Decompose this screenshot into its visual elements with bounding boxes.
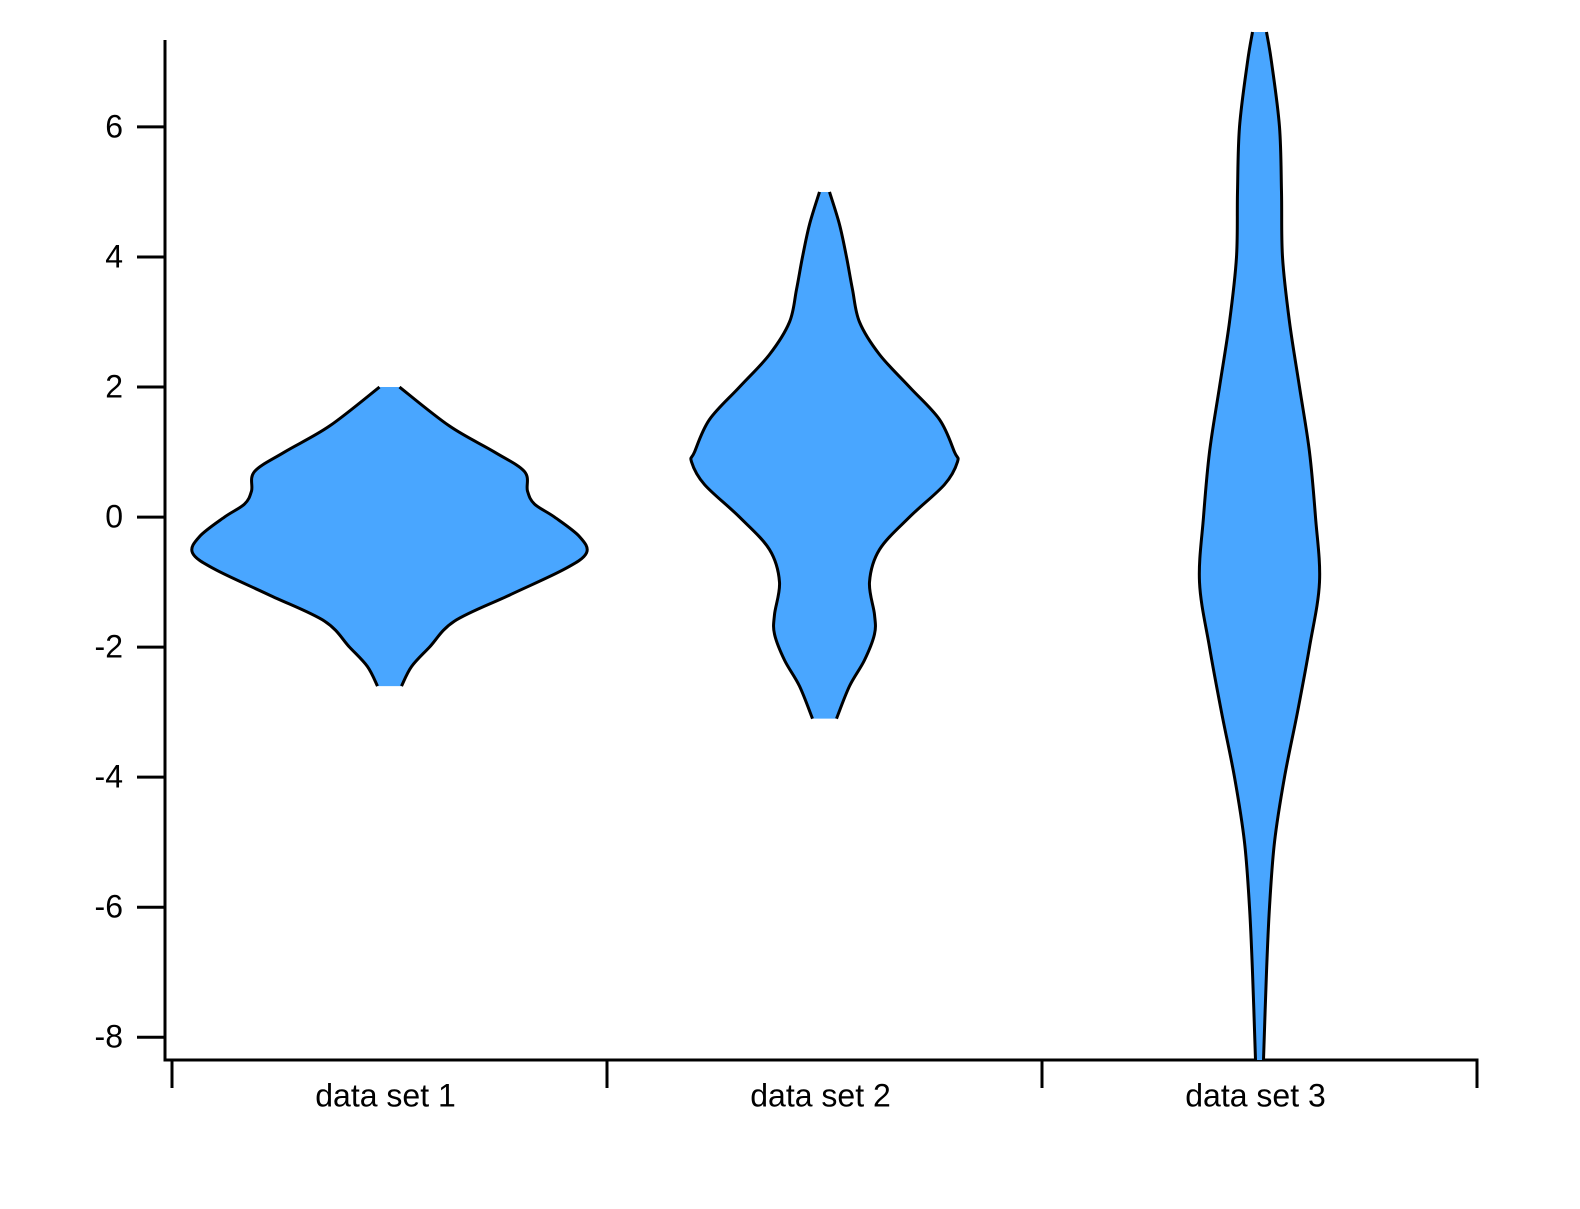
violin-edge-left bbox=[689, 191, 821, 720]
y-tick-label: -4 bbox=[95, 759, 123, 795]
violin-edge-left bbox=[1197, 31, 1257, 1061]
violin-edge-right bbox=[828, 191, 960, 720]
x-tick-label: data set 3 bbox=[1185, 1077, 1326, 1113]
y-tick-label: 2 bbox=[105, 368, 123, 404]
x-tick-label: data set 2 bbox=[750, 1077, 891, 1113]
violin-body bbox=[690, 191, 959, 719]
violin-body bbox=[191, 387, 588, 687]
y-tick-label: -6 bbox=[95, 889, 123, 925]
y-tick-label: 6 bbox=[105, 108, 123, 144]
y-tick-label: 0 bbox=[105, 499, 123, 535]
violin-edge-right bbox=[398, 385, 589, 687]
violin-edge-left bbox=[190, 385, 381, 687]
y-tick-label: -8 bbox=[95, 1019, 123, 1055]
y-tick-label: 4 bbox=[105, 238, 123, 274]
violin-body bbox=[1199, 32, 1320, 1060]
violin-edge-right bbox=[1262, 31, 1322, 1061]
y-tick-label: -2 bbox=[95, 629, 123, 665]
x-tick-label: data set 1 bbox=[315, 1077, 456, 1113]
